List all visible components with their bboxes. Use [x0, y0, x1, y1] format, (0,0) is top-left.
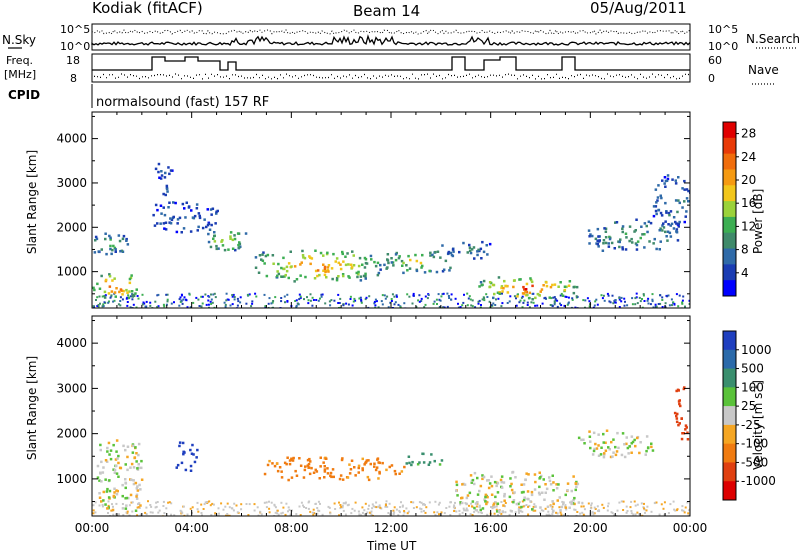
- colorbar-swatch: [723, 481, 736, 501]
- colorbar-swatch: [723, 331, 736, 351]
- nsearch-trace: [91, 28, 691, 36]
- colorbar-swatch: [723, 248, 736, 265]
- cpid-text: normalsound (fast) 157 RF: [96, 95, 269, 110]
- nave-trace: [94, 73, 689, 80]
- x-tick-label: 08:00: [274, 521, 309, 535]
- panel-frame: [91, 111, 691, 309]
- colorbar-swatch: [723, 349, 736, 370]
- x-axis-label: Time UT: [366, 539, 417, 553]
- colorbar-tick-label: -100: [741, 437, 768, 451]
- x-tick-label: 04:00: [174, 521, 209, 535]
- colorbar-swatch: [723, 122, 736, 139]
- freq-trace: [92, 56, 690, 71]
- x-tick-label: 12:00: [374, 521, 409, 535]
- x-tick-label: 16:00: [473, 521, 508, 535]
- date-title: 05/Aug/2011: [590, 0, 687, 17]
- colorbar-tick-label: 4: [741, 266, 749, 280]
- nave-tick-top: 60: [708, 54, 722, 67]
- y-tick-label: 2000: [56, 427, 87, 441]
- velocity-colorbar-label: Velocity [m s-1]: [750, 380, 765, 470]
- colorbar-tick-label: 20: [741, 173, 756, 187]
- noise-tick-top-left: 10^5: [60, 23, 90, 36]
- x-tick-label: 00:00: [75, 521, 110, 535]
- colorbar-swatch: [723, 137, 736, 155]
- power-colorbar-label: Power [dB]: [751, 189, 765, 254]
- colorbar-tick-label: 8: [741, 243, 749, 257]
- colorbar-tick-label: -25: [741, 418, 761, 432]
- colorbar-swatch: [723, 169, 736, 186]
- colorbar-swatch: [723, 185, 736, 202]
- y-tick-label: 4000: [56, 336, 87, 350]
- colorbar-swatch: [723, 216, 736, 234]
- colorbar-tick-label: 100: [741, 380, 764, 394]
- colorbar-tick-label: -1000: [741, 474, 776, 488]
- nsearch-label: N.Search: [746, 32, 800, 46]
- colorbar-tick-label: 12: [741, 219, 756, 233]
- freq-panel: [91, 53, 691, 83]
- y-tick-label: 1000: [56, 265, 87, 279]
- colorbar-swatch: [723, 406, 736, 426]
- freq-tick-bottom: 8: [70, 72, 77, 85]
- scatter-data: [92, 162, 690, 308]
- y-axis-label: Slant Range [km]: [25, 150, 39, 254]
- power-panel: 1000 2000 3000 4000 Slant Range [km] 4 8 12 16 20…: [25, 111, 756, 309]
- y-axis-label: Slant Range [km]: [25, 356, 39, 460]
- freq-label: Freq.: [6, 54, 33, 67]
- y-tick-label: 3000: [56, 381, 87, 395]
- colorbar-frame: [722, 121, 737, 297]
- nsky-label: N.Sky: [2, 33, 36, 47]
- noise-tick-bottom-left: 10^0: [60, 40, 90, 53]
- station-title: Kodiak (fitACF): [92, 0, 203, 17]
- velocity-panel: 1000 2000 3000 4000 Slant Range [km] 00:00 04:…: [25, 315, 776, 535]
- x-tick-label: 00:00: [673, 521, 708, 535]
- y-tick-label: 4000: [56, 132, 87, 146]
- y-tick-label: 3000: [56, 176, 87, 190]
- x-tick-label: 20:00: [573, 521, 608, 535]
- freq-unit: [MHz]: [4, 68, 36, 81]
- colorbar-swatch: [723, 462, 736, 482]
- colorbar-tick-label: 25: [741, 399, 756, 413]
- noise-traces: [91, 28, 691, 46]
- colorbar-swatch: [723, 280, 736, 297]
- colorbar-swatch: [723, 443, 736, 463]
- nave-label: Nave: [748, 63, 779, 77]
- colorbar-swatch: [723, 232, 736, 250]
- nsky-trace: [91, 34, 691, 46]
- colorbar-swatch: [723, 368, 736, 388]
- y-tick-label: 1000: [56, 472, 87, 486]
- colorbar-tick-label: -500: [741, 455, 768, 469]
- colorbar-tick-label: 1000: [741, 343, 772, 357]
- noise-tick-bottom-right: 10^0: [708, 40, 738, 53]
- colorbar-tick-label: 16: [741, 196, 756, 210]
- cpid-label: CPID: [8, 88, 40, 102]
- colorbar-frame: [722, 330, 737, 501]
- colorbar-swatch: [723, 201, 736, 218]
- noise-panel: [91, 23, 691, 51]
- y-tick-label: 2000: [56, 220, 87, 234]
- colorbar-tick-label: 24: [741, 150, 756, 164]
- noise-tick-top-right: 10^5: [708, 23, 738, 36]
- colorbar-swatch: [723, 387, 736, 407]
- freq-tick-top: 18: [66, 54, 80, 67]
- beam-title: Beam 14: [353, 2, 420, 20]
- colorbar-tick-label: 28: [741, 127, 756, 141]
- panel-frame: [91, 315, 691, 517]
- freq-traces: [92, 56, 690, 80]
- nave-tick-bottom: 0: [708, 72, 715, 85]
- colorbar-swatch: [723, 264, 736, 281]
- scatter-data: [92, 386, 690, 516]
- colorbar-tick-label: 500: [741, 362, 764, 376]
- colorbar-swatch: [723, 153, 736, 170]
- colorbar-swatch: [723, 424, 736, 445]
